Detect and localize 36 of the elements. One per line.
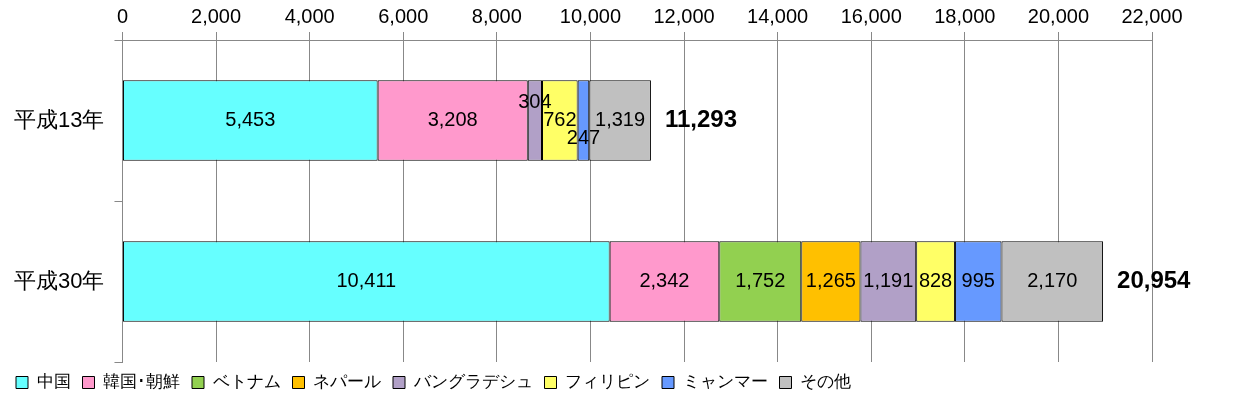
data-label: 3,208 [427,108,478,131]
legend-label: 韓国･朝鮮 [103,372,180,392]
data-label: 2,170 [1027,269,1078,292]
x-tick-label: 6,000 [378,4,429,27]
x-tick-label: 0 [116,4,129,27]
x-tick-label: 2,000 [191,4,242,27]
data-label: 828 [918,269,953,292]
x-tick-label: 8,000 [471,4,522,27]
legend-label: ネパール [313,372,381,392]
x-tick-label: 22,000 [1121,4,1183,27]
data-label: 1,752 [735,269,786,292]
y-tick-label: 平成30年 [13,267,105,293]
data-label: 10,411 [336,269,397,292]
data-label: 995 [961,269,995,292]
x-tick-label: 4,000 [284,4,335,27]
total-label: 11,293 [664,105,738,133]
legend-label: ミャンマー [682,372,768,392]
legend-label: その他 [800,372,851,392]
total-label: 20,954 [1117,266,1192,294]
x-tick-label: 20,000 [1027,4,1089,27]
data-label: 1,191 [863,269,914,292]
x-tick-label: 16,000 [840,4,902,27]
data-label: 2,342 [639,269,690,292]
legend-label: ベトナム [212,372,281,392]
data-label: 762 [543,108,577,131]
legend-label: フィリピン [565,372,650,392]
y-tick-label: 平成13年 [13,106,105,132]
data-label: 1,319 [595,108,646,131]
data-label: 1,265 [805,269,856,292]
x-tick-label: 18,000 [934,4,996,27]
legend-label: バングラデシュ [412,372,533,392]
legend-label: 中国 [36,372,71,392]
data-label: 5,453 [225,108,276,131]
x-tick-label: 14,000 [747,4,809,27]
x-tick-label: 12,000 [653,4,715,27]
x-tick-label: 10,000 [559,4,622,27]
